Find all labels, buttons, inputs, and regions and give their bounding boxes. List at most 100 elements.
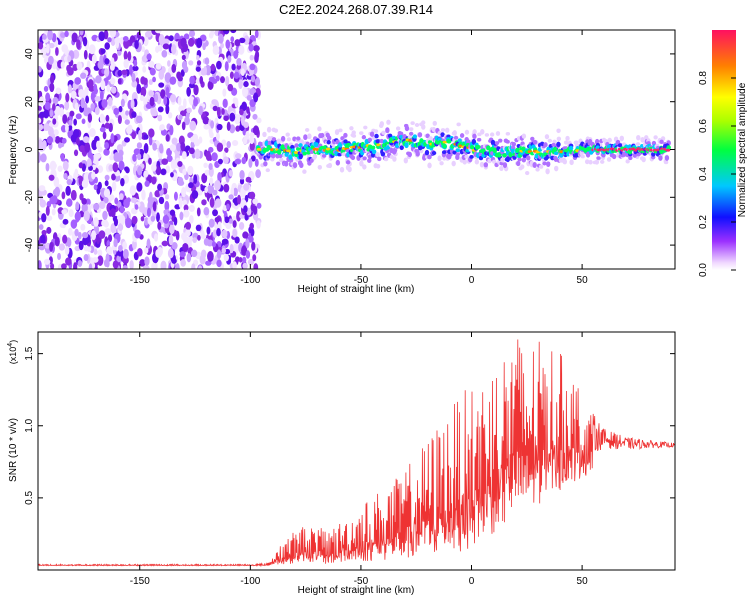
noise-cell bbox=[91, 164, 96, 171]
noise-cell bbox=[167, 60, 171, 67]
colorbar-tick-label: 0.4 bbox=[698, 167, 709, 181]
noise-cell bbox=[173, 216, 178, 226]
snr-frame bbox=[37, 331, 676, 571]
noise-cell bbox=[87, 246, 92, 253]
ridge-cell bbox=[452, 130, 457, 136]
noise-cell bbox=[166, 148, 172, 157]
ridge-cell bbox=[391, 135, 396, 140]
ridge-cell bbox=[404, 125, 410, 132]
heatmap-ytick-label: 40 bbox=[24, 48, 35, 60]
noise-cell bbox=[120, 215, 126, 225]
noise-cell bbox=[195, 224, 202, 232]
noise-cell bbox=[72, 49, 80, 59]
ridge-cell bbox=[351, 130, 356, 135]
noise-cell bbox=[143, 77, 148, 86]
noise-cell bbox=[134, 229, 141, 239]
noise-cell bbox=[212, 105, 218, 112]
noise-cell bbox=[225, 76, 230, 87]
noise-cell bbox=[46, 136, 54, 144]
noise-cell bbox=[217, 172, 222, 182]
heatmap-xtick-label: -50 bbox=[354, 275, 369, 286]
noise-cell bbox=[84, 86, 89, 98]
noise-cell bbox=[234, 113, 241, 125]
noise-cell bbox=[73, 118, 77, 126]
noise-cell bbox=[120, 98, 125, 108]
noise-cell bbox=[248, 43, 254, 52]
ridge-cell bbox=[574, 152, 579, 158]
noise-cell bbox=[154, 93, 159, 103]
ridge-cell bbox=[596, 156, 601, 160]
noise-cell bbox=[240, 115, 245, 126]
ridge-cell bbox=[472, 129, 477, 135]
ridge-cell bbox=[351, 134, 357, 138]
noise-cell bbox=[196, 37, 203, 49]
ridge-cell bbox=[615, 139, 621, 145]
noise-cell bbox=[158, 196, 165, 205]
noise-cell bbox=[111, 173, 116, 181]
noise-cell bbox=[118, 245, 123, 252]
noise-cell bbox=[142, 65, 147, 73]
noise-cell bbox=[160, 129, 168, 136]
noise-cell bbox=[117, 78, 122, 85]
noise-cell bbox=[134, 204, 139, 210]
noise-cell bbox=[245, 238, 250, 249]
ridge-cell bbox=[408, 131, 414, 136]
ridge-peak-cell bbox=[325, 147, 331, 151]
noise-cell bbox=[95, 75, 102, 84]
ridge-cell bbox=[559, 152, 564, 158]
noise-cell bbox=[78, 162, 84, 169]
noise-cell bbox=[123, 50, 128, 61]
ridge-cell bbox=[532, 139, 538, 145]
noise-cell bbox=[183, 209, 190, 218]
ridge-cell bbox=[505, 131, 511, 136]
noise-cell bbox=[169, 94, 177, 103]
noise-cell bbox=[254, 158, 259, 167]
noise-cell bbox=[181, 121, 186, 131]
noise-cell bbox=[179, 211, 184, 221]
ridge-cell bbox=[565, 135, 570, 141]
noise-cell bbox=[139, 259, 146, 267]
noise-cell bbox=[193, 138, 201, 147]
noise-cell bbox=[42, 140, 47, 150]
noise-cell bbox=[54, 186, 61, 197]
noise-cell bbox=[211, 152, 218, 162]
noise-cell bbox=[149, 191, 153, 203]
noise-cell bbox=[245, 130, 250, 140]
ridge-cell bbox=[377, 156, 382, 162]
noise-cell bbox=[131, 215, 138, 225]
noise-cell bbox=[121, 69, 128, 76]
noise-cell bbox=[109, 155, 114, 161]
noise-cell bbox=[228, 218, 234, 224]
noise-cell bbox=[182, 242, 189, 252]
ridge-cell bbox=[306, 150, 311, 155]
noise-cell bbox=[48, 42, 55, 49]
noise-cell bbox=[124, 137, 130, 143]
colorbar: 0.0 0.2 0.4 0.6 0.8 Normalized spectral ampl… bbox=[698, 30, 748, 277]
noise-cell bbox=[205, 150, 211, 161]
noise-cell bbox=[65, 92, 70, 103]
noise-cell bbox=[221, 108, 225, 115]
noise-cell bbox=[110, 208, 116, 218]
noise-cell bbox=[112, 162, 119, 173]
noise-cell bbox=[104, 180, 109, 187]
noise-cell bbox=[249, 191, 256, 200]
noise-cell bbox=[87, 79, 94, 88]
noise-cell bbox=[106, 84, 111, 93]
noise-cell bbox=[74, 211, 82, 222]
noise-cell bbox=[164, 200, 170, 212]
noise-cell bbox=[256, 220, 261, 229]
colorbar-tick-label: 0.6 bbox=[698, 119, 709, 133]
ridge-cell bbox=[492, 147, 498, 154]
noise-cell bbox=[160, 124, 165, 131]
ridge-cell bbox=[625, 159, 630, 164]
heatmap-axes: -150 -100 -50 0 50 -40 -20 0 20 40 bbox=[24, 30, 675, 286]
ridge-cell bbox=[489, 132, 495, 137]
noise-cell bbox=[97, 181, 102, 190]
ridge-cell bbox=[562, 158, 568, 165]
ridge-cell bbox=[347, 166, 352, 173]
noise-cell bbox=[148, 79, 153, 85]
noise-cell bbox=[146, 238, 151, 250]
ridge-cell bbox=[309, 158, 314, 163]
noise-cell bbox=[117, 50, 122, 56]
noise-cell bbox=[51, 195, 58, 204]
